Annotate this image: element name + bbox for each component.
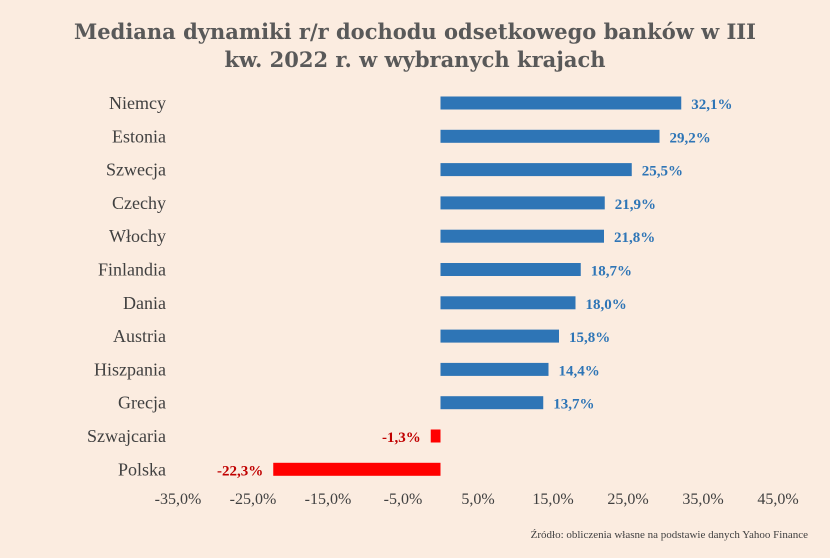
bar bbox=[273, 462, 441, 476]
x-tick-label: 25,0% bbox=[607, 491, 648, 508]
bar bbox=[430, 429, 441, 443]
bar bbox=[440, 329, 559, 343]
data-label: 29,2% bbox=[670, 130, 711, 146]
category-label: Czechy bbox=[112, 193, 166, 213]
bar bbox=[440, 263, 581, 276]
category-label: Niemcy bbox=[109, 93, 166, 113]
chart-title-line-2: kw. 2022 r. w wybranych krajach bbox=[224, 47, 606, 72]
data-label: 15,8% bbox=[569, 330, 610, 346]
category-label: Szwecja bbox=[106, 160, 166, 180]
bar bbox=[440, 196, 605, 210]
x-tick-label: 5,0% bbox=[461, 491, 494, 508]
category-label: Hiszpania bbox=[94, 359, 166, 379]
x-tick-label: -15,0% bbox=[305, 491, 352, 508]
category-label: Szwajcaria bbox=[87, 426, 166, 446]
category-label: Austria bbox=[113, 326, 166, 346]
data-label: 21,9% bbox=[615, 197, 656, 213]
category-label: Włochy bbox=[109, 226, 166, 246]
category-label: Dania bbox=[123, 293, 166, 313]
data-label: 25,5% bbox=[642, 164, 683, 180]
bar bbox=[440, 396, 544, 410]
x-tick-label: -35,0% bbox=[155, 491, 202, 508]
category-label: Grecja bbox=[118, 393, 166, 413]
chart-title-line-1: Mediana dynamiki r/r dochodu odsetkowego… bbox=[74, 19, 756, 44]
category-label: Finlandia bbox=[98, 260, 166, 280]
chart-title: Mediana dynamiki r/r dochodu odsetkowego… bbox=[0, 18, 830, 74]
bar bbox=[440, 229, 604, 243]
bar bbox=[440, 96, 682, 110]
data-label: 18,0% bbox=[586, 297, 627, 313]
bar bbox=[440, 129, 660, 143]
data-label: 32,1% bbox=[691, 97, 732, 113]
data-label: 14,4% bbox=[559, 363, 600, 379]
category-label: Polska bbox=[118, 459, 166, 479]
data-label: 13,7% bbox=[553, 397, 594, 413]
x-tick-label: 45,0% bbox=[757, 491, 798, 508]
x-tick-label: 35,0% bbox=[682, 491, 723, 508]
data-label: -1,3% bbox=[382, 430, 421, 446]
bar bbox=[440, 163, 632, 177]
category-label: Estonia bbox=[112, 126, 166, 146]
x-tick-label: -5,0% bbox=[384, 491, 423, 508]
data-label: -22,3% bbox=[217, 463, 263, 479]
data-label: 18,7% bbox=[591, 264, 632, 280]
bar bbox=[440, 296, 576, 310]
x-tick-label: 15,0% bbox=[532, 491, 573, 508]
source-note: Źródło: obliczenia własne na podstawie d… bbox=[530, 529, 808, 541]
data-label: 21,8% bbox=[614, 230, 655, 246]
bar bbox=[440, 362, 549, 376]
x-tick-label: -25,0% bbox=[230, 491, 277, 508]
